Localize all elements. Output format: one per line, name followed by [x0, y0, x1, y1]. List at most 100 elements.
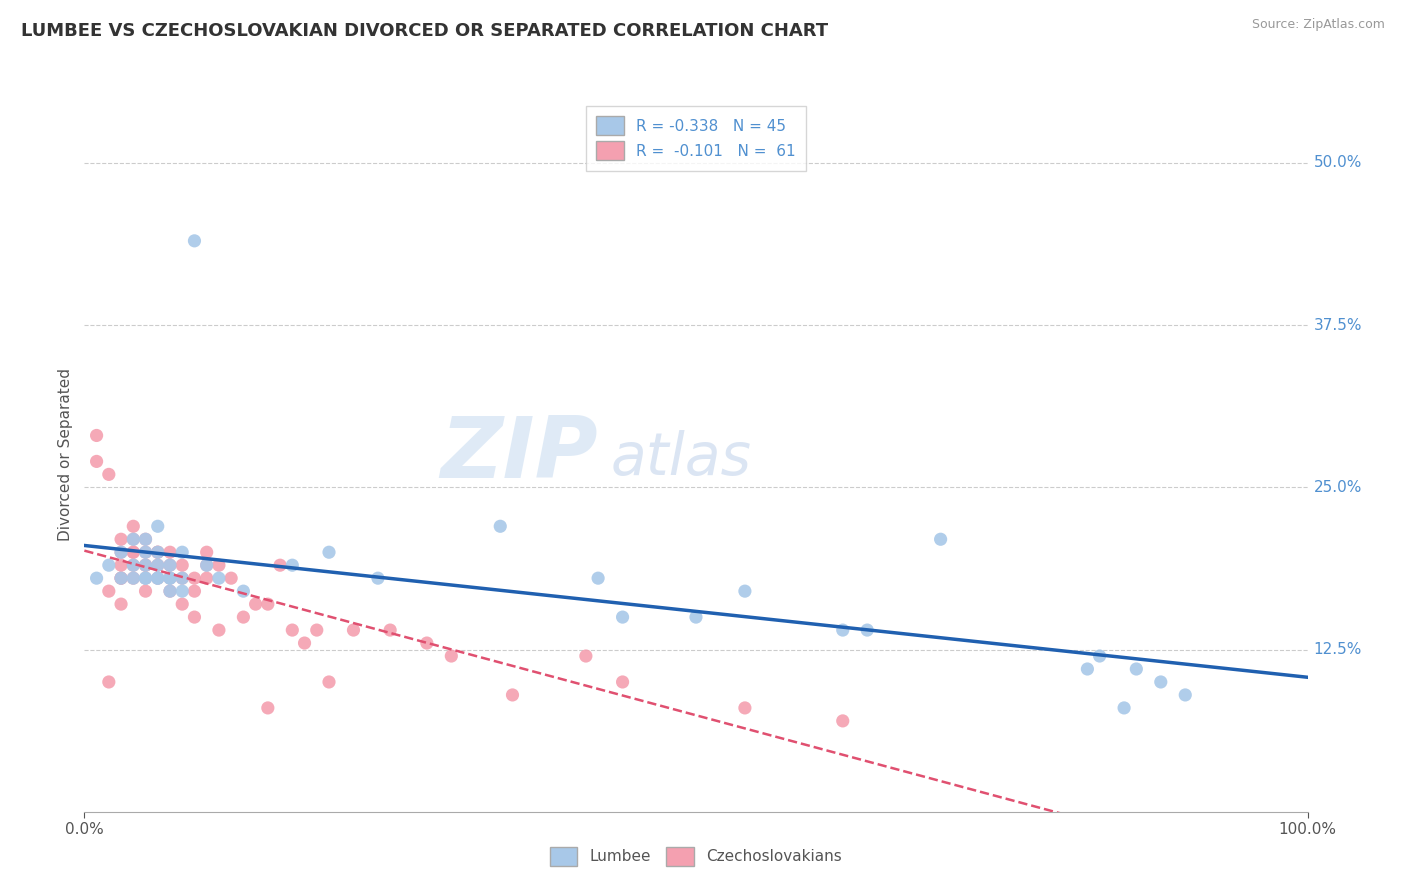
- Point: [367, 571, 389, 585]
- Point: [146, 571, 169, 585]
- Point: [269, 558, 291, 573]
- Point: [97, 467, 120, 482]
- Point: [172, 571, 194, 585]
- Text: atlas: atlas: [610, 430, 751, 487]
- Point: [135, 558, 157, 573]
- Point: [195, 571, 218, 585]
- Point: [281, 558, 304, 573]
- Text: 37.5%: 37.5%: [1313, 318, 1362, 333]
- Point: [97, 558, 120, 573]
- Point: [159, 558, 181, 573]
- Point: [110, 545, 132, 559]
- Point: [257, 597, 280, 611]
- Point: [122, 533, 145, 547]
- Point: [685, 610, 707, 624]
- Point: [208, 623, 231, 637]
- Point: [501, 688, 523, 702]
- Point: [135, 545, 157, 559]
- Point: [146, 558, 169, 573]
- Point: [172, 545, 194, 559]
- Point: [159, 571, 181, 585]
- Point: [305, 623, 328, 637]
- Text: 50.0%: 50.0%: [1313, 155, 1362, 170]
- Point: [734, 701, 756, 715]
- Point: [172, 597, 194, 611]
- Point: [172, 571, 194, 585]
- Point: [183, 571, 205, 585]
- Text: ZIP: ZIP: [440, 413, 598, 497]
- Text: Source: ZipAtlas.com: Source: ZipAtlas.com: [1251, 18, 1385, 31]
- Point: [489, 519, 512, 533]
- Point: [232, 584, 254, 599]
- Point: [135, 571, 157, 585]
- Point: [146, 519, 169, 533]
- Point: [195, 545, 218, 559]
- Point: [1150, 675, 1173, 690]
- Point: [110, 571, 132, 585]
- Point: [86, 571, 108, 585]
- Point: [110, 571, 132, 585]
- Point: [135, 533, 157, 547]
- Point: [135, 558, 157, 573]
- Point: [159, 545, 181, 559]
- Point: [575, 648, 598, 663]
- Point: [294, 636, 316, 650]
- Point: [1076, 662, 1098, 676]
- Point: [135, 571, 157, 585]
- Point: [122, 571, 145, 585]
- Point: [208, 558, 231, 573]
- Point: [831, 623, 853, 637]
- Point: [318, 545, 340, 559]
- Point: [122, 558, 145, 573]
- Point: [135, 558, 157, 573]
- Point: [1125, 662, 1147, 676]
- Point: [257, 701, 280, 715]
- Text: 12.5%: 12.5%: [1313, 642, 1362, 657]
- Point: [1174, 688, 1197, 702]
- Point: [110, 533, 132, 547]
- Point: [586, 571, 609, 585]
- Point: [159, 571, 181, 585]
- Point: [380, 623, 402, 637]
- Point: [219, 571, 242, 585]
- Point: [146, 545, 169, 559]
- Point: [183, 610, 205, 624]
- Point: [122, 571, 145, 585]
- Point: [122, 545, 145, 559]
- Point: [1114, 701, 1136, 715]
- Point: [159, 584, 181, 599]
- Text: 25.0%: 25.0%: [1313, 480, 1362, 495]
- Point: [831, 714, 853, 728]
- Text: LUMBEE VS CZECHOSLOVAKIAN DIVORCED OR SEPARATED CORRELATION CHART: LUMBEE VS CZECHOSLOVAKIAN DIVORCED OR SE…: [21, 22, 828, 40]
- Point: [110, 597, 132, 611]
- Point: [135, 584, 157, 599]
- Point: [172, 558, 194, 573]
- Point: [146, 545, 169, 559]
- Point: [195, 558, 218, 573]
- Point: [159, 584, 181, 599]
- Y-axis label: Divorced or Separated: Divorced or Separated: [58, 368, 73, 541]
- Point: [135, 571, 157, 585]
- Point: [122, 533, 145, 547]
- Point: [612, 610, 634, 624]
- Point: [97, 584, 120, 599]
- Point: [183, 234, 205, 248]
- Point: [146, 545, 169, 559]
- Point: [416, 636, 439, 650]
- Point: [97, 675, 120, 690]
- Legend: Lumbee, Czechoslovakians: Lumbee, Czechoslovakians: [544, 841, 848, 871]
- Point: [734, 584, 756, 599]
- Point: [110, 545, 132, 559]
- Point: [172, 584, 194, 599]
- Point: [342, 623, 364, 637]
- Point: [245, 597, 267, 611]
- Point: [135, 545, 157, 559]
- Point: [122, 558, 145, 573]
- Point: [440, 648, 463, 663]
- Point: [122, 545, 145, 559]
- Point: [1088, 648, 1111, 663]
- Point: [856, 623, 879, 637]
- Point: [159, 571, 181, 585]
- Point: [110, 558, 132, 573]
- Point: [281, 623, 304, 637]
